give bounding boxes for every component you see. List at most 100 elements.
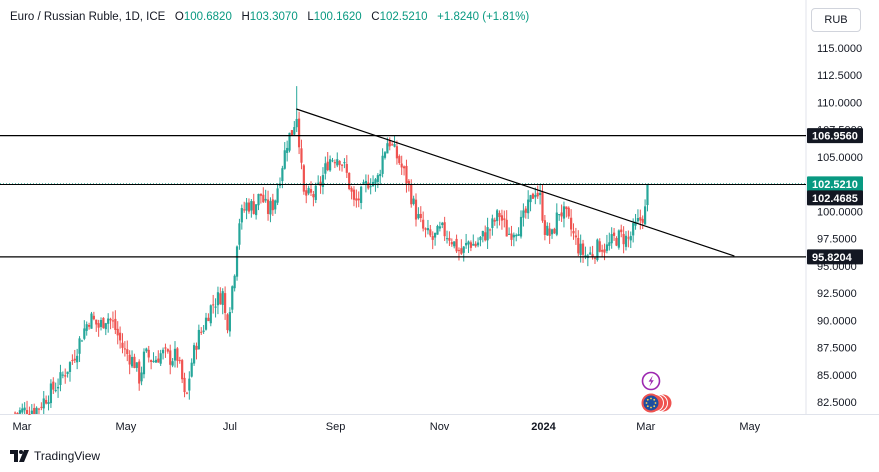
candle-body bbox=[247, 202, 251, 212]
candle-body bbox=[78, 338, 81, 354]
candle-body bbox=[596, 239, 599, 261]
candle-body bbox=[462, 246, 465, 253]
candle-body bbox=[603, 249, 606, 253]
ohlc-change: +1.8240 (+1.81%) bbox=[437, 11, 530, 23]
flag-event-icon[interactable] bbox=[641, 393, 672, 413]
candle-body bbox=[570, 217, 573, 230]
candle-body bbox=[286, 147, 289, 153]
candle-body bbox=[336, 159, 339, 166]
candle-body bbox=[147, 349, 150, 358]
candle-body bbox=[295, 118, 298, 128]
y-tick-label: 82.5000 bbox=[817, 397, 857, 409]
candle-body bbox=[140, 372, 143, 382]
candle-body bbox=[92, 315, 95, 320]
candle-body bbox=[543, 220, 546, 235]
candle-body bbox=[379, 174, 382, 177]
tradingview-logo[interactable]: TradingView bbox=[10, 449, 100, 463]
candle-body bbox=[257, 193, 260, 206]
candle-body bbox=[398, 156, 401, 164]
grid bbox=[0, 0, 879, 415]
candle-body bbox=[448, 237, 451, 241]
candle-body bbox=[90, 313, 93, 329]
candle-body bbox=[85, 324, 88, 331]
candle-body bbox=[565, 206, 568, 210]
candle-body bbox=[434, 232, 437, 238]
symbol-title[interactable]: Euro / Russian Ruble, 1D, ICE bbox=[10, 11, 166, 23]
candle-body bbox=[23, 407, 26, 411]
candle-body bbox=[226, 314, 229, 331]
candle-body bbox=[171, 361, 174, 366]
y-tick-label: 87.5000 bbox=[817, 343, 857, 355]
price-label-bg bbox=[807, 176, 863, 192]
candle-body bbox=[161, 349, 165, 354]
candle-body bbox=[488, 229, 492, 231]
horizontal-lines bbox=[0, 134, 806, 258]
y-tick-label: 105.0000 bbox=[817, 152, 863, 164]
candle-body bbox=[617, 230, 620, 248]
trendline[interactable] bbox=[296, 108, 735, 257]
candle-body bbox=[107, 318, 110, 324]
candle-body bbox=[632, 223, 635, 236]
candle-body bbox=[329, 159, 332, 171]
x-axis[interactable]: Mar May Jul Sep Nov 2024 Mar May bbox=[12, 421, 760, 433]
candle-body bbox=[512, 234, 515, 238]
candle-body bbox=[541, 191, 544, 221]
candle-body bbox=[130, 356, 134, 367]
candle-body bbox=[231, 286, 234, 310]
x-tick-label: 2024 bbox=[531, 421, 556, 433]
candle-body bbox=[293, 127, 296, 135]
events[interactable] bbox=[641, 371, 672, 413]
candle-body bbox=[493, 219, 496, 222]
candle-body bbox=[479, 236, 482, 241]
tradingview-logo-text: TradingView bbox=[34, 449, 101, 463]
candle-body bbox=[534, 194, 537, 198]
candle-body bbox=[233, 275, 236, 289]
currency-button[interactable]: RUB bbox=[811, 8, 861, 32]
candle-body bbox=[61, 374, 64, 376]
candle-body bbox=[412, 198, 415, 204]
candle-body bbox=[197, 329, 200, 350]
candle-body bbox=[374, 179, 377, 184]
candle-body bbox=[527, 199, 530, 214]
candle-body bbox=[357, 198, 360, 201]
candle-body bbox=[235, 246, 239, 277]
candle-body bbox=[219, 293, 222, 305]
candle-body bbox=[297, 118, 301, 148]
candle-body bbox=[176, 348, 179, 361]
candle-body bbox=[114, 318, 117, 330]
candle-body bbox=[536, 192, 539, 197]
candle-body bbox=[288, 132, 291, 151]
candle-body bbox=[624, 235, 628, 247]
candle-body bbox=[102, 317, 105, 329]
candle-body bbox=[402, 166, 406, 169]
candle-body bbox=[455, 238, 458, 252]
candle-body bbox=[76, 355, 79, 363]
candle-body bbox=[620, 229, 623, 233]
candle-body bbox=[436, 225, 439, 235]
candle-body bbox=[474, 243, 477, 247]
candle-body bbox=[505, 219, 508, 237]
candle-body bbox=[558, 214, 561, 216]
candle-body bbox=[562, 206, 566, 219]
candle-body bbox=[47, 402, 50, 405]
candle-body bbox=[326, 161, 329, 171]
candle-body bbox=[164, 347, 167, 349]
candle-body bbox=[283, 150, 286, 169]
candle-body bbox=[369, 186, 372, 188]
candle-body bbox=[262, 194, 265, 203]
candle-body bbox=[18, 410, 21, 414]
candle-body bbox=[629, 236, 632, 241]
candle-body bbox=[350, 188, 353, 192]
y-axis[interactable]: 115.0000112.5000110.0000107.5000105.0000… bbox=[817, 43, 863, 409]
candle-body bbox=[391, 144, 394, 146]
candle-body bbox=[138, 361, 141, 384]
price-label-bg bbox=[807, 190, 863, 206]
price-label-bg bbox=[807, 249, 863, 265]
candle-body bbox=[646, 184, 649, 206]
candle-body bbox=[331, 160, 334, 162]
candle-body bbox=[364, 180, 367, 184]
candle-body bbox=[276, 188, 279, 203]
candle-body bbox=[71, 360, 74, 362]
candle-body bbox=[317, 182, 320, 184]
lightning-event-icon[interactable] bbox=[641, 371, 661, 391]
